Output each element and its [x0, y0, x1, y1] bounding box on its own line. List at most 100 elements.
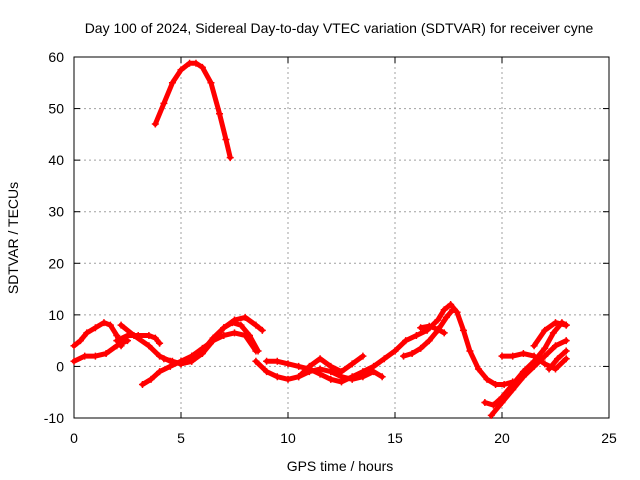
- data-point: [530, 362, 538, 370]
- data-point: [519, 350, 527, 358]
- data-point: [284, 375, 292, 383]
- data-point: [305, 362, 313, 370]
- data-point: [474, 365, 482, 373]
- data-point: [186, 59, 194, 67]
- data-point: [530, 352, 538, 360]
- data-point: [391, 347, 399, 355]
- data-point: [168, 357, 176, 365]
- series-track-f: [160, 313, 266, 368]
- data-point: [207, 79, 215, 87]
- x-tick-label: 0: [70, 430, 78, 446]
- series-trace: [392, 302, 516, 387]
- data-point: [177, 66, 185, 74]
- data-point: [220, 331, 228, 339]
- series-trace: [482, 320, 569, 408]
- series-trace: [418, 323, 447, 336]
- data-point: [466, 347, 474, 355]
- data-point: [440, 329, 448, 337]
- data-point: [380, 355, 388, 363]
- data-point: [500, 380, 508, 388]
- data-point: [408, 350, 416, 358]
- y-tick-label: 30: [48, 204, 64, 220]
- data-point: [168, 79, 176, 87]
- data-point: [263, 368, 271, 376]
- data-point: [273, 357, 281, 365]
- grid-lines: [74, 57, 609, 418]
- data-point: [295, 373, 303, 381]
- data-point: [151, 120, 159, 128]
- data-point: [359, 368, 367, 376]
- series-track-p: [498, 350, 570, 373]
- data-point: [509, 352, 517, 360]
- series-trace: [71, 320, 124, 349]
- data-point: [106, 321, 114, 329]
- x-tick-label: 5: [177, 430, 185, 446]
- data-point: [412, 331, 420, 339]
- data-point: [378, 373, 386, 381]
- data-point: [138, 380, 146, 388]
- data-point: [130, 331, 138, 339]
- data-point: [222, 136, 230, 144]
- series-track-k: [391, 301, 517, 388]
- data-point: [453, 308, 461, 316]
- data-point: [400, 352, 408, 360]
- data-point: [519, 373, 527, 381]
- series-trace: [488, 338, 569, 418]
- data-point: [425, 322, 433, 330]
- data-point: [359, 352, 367, 360]
- y-tick-label: 40: [48, 152, 64, 168]
- data-point: [554, 355, 562, 363]
- y-tick-label: 10: [48, 307, 64, 323]
- data-point: [459, 326, 467, 334]
- x-tick-label: 20: [494, 430, 510, 446]
- data-point: [348, 373, 356, 381]
- x-axis-ticks: 0 5 10 15 20 25: [70, 57, 617, 446]
- x-tick-label: 25: [601, 430, 617, 446]
- data-point: [147, 375, 155, 383]
- data-point: [231, 316, 238, 324]
- data-point: [316, 370, 324, 378]
- data-point: [76, 337, 84, 345]
- data-point: [198, 350, 206, 358]
- data-point: [273, 373, 281, 381]
- series-track-o: [487, 337, 570, 419]
- data-point: [545, 365, 553, 373]
- data-point: [198, 63, 206, 71]
- data-point: [156, 368, 164, 376]
- series-track-r: [545, 347, 570, 373]
- data-point: [252, 357, 260, 365]
- series-track-h: [252, 357, 386, 383]
- data-point: [498, 399, 506, 407]
- data-point: [156, 339, 164, 347]
- data-point: [91, 324, 99, 332]
- data-point: [562, 347, 570, 355]
- data-point: [541, 352, 549, 360]
- data-point: [492, 380, 500, 388]
- data-point: [295, 362, 303, 370]
- data-point: [81, 352, 89, 360]
- data-point: [117, 321, 125, 329]
- data-point: [145, 342, 153, 350]
- data-point: [231, 329, 238, 337]
- data-point: [100, 319, 108, 327]
- data-point: [263, 357, 271, 365]
- data-point: [91, 352, 99, 360]
- data-point: [541, 360, 549, 368]
- data-point: [562, 321, 570, 329]
- series-track-e: [138, 329, 260, 388]
- data-point: [338, 368, 345, 376]
- data-point: [449, 306, 457, 314]
- data-marks: [70, 59, 570, 419]
- data-point: [226, 154, 234, 162]
- series-track-q: [530, 319, 570, 350]
- data-point: [434, 325, 442, 333]
- y-tick-label: 50: [48, 101, 64, 117]
- y-axis-ticks: -10 0 10 20 30 40 50 60: [44, 49, 609, 426]
- data-point: [166, 362, 174, 370]
- series-trace: [531, 320, 569, 349]
- series-track-a: [70, 319, 125, 350]
- data-point: [70, 342, 78, 350]
- data-point: [434, 316, 442, 324]
- data-point: [541, 344, 549, 352]
